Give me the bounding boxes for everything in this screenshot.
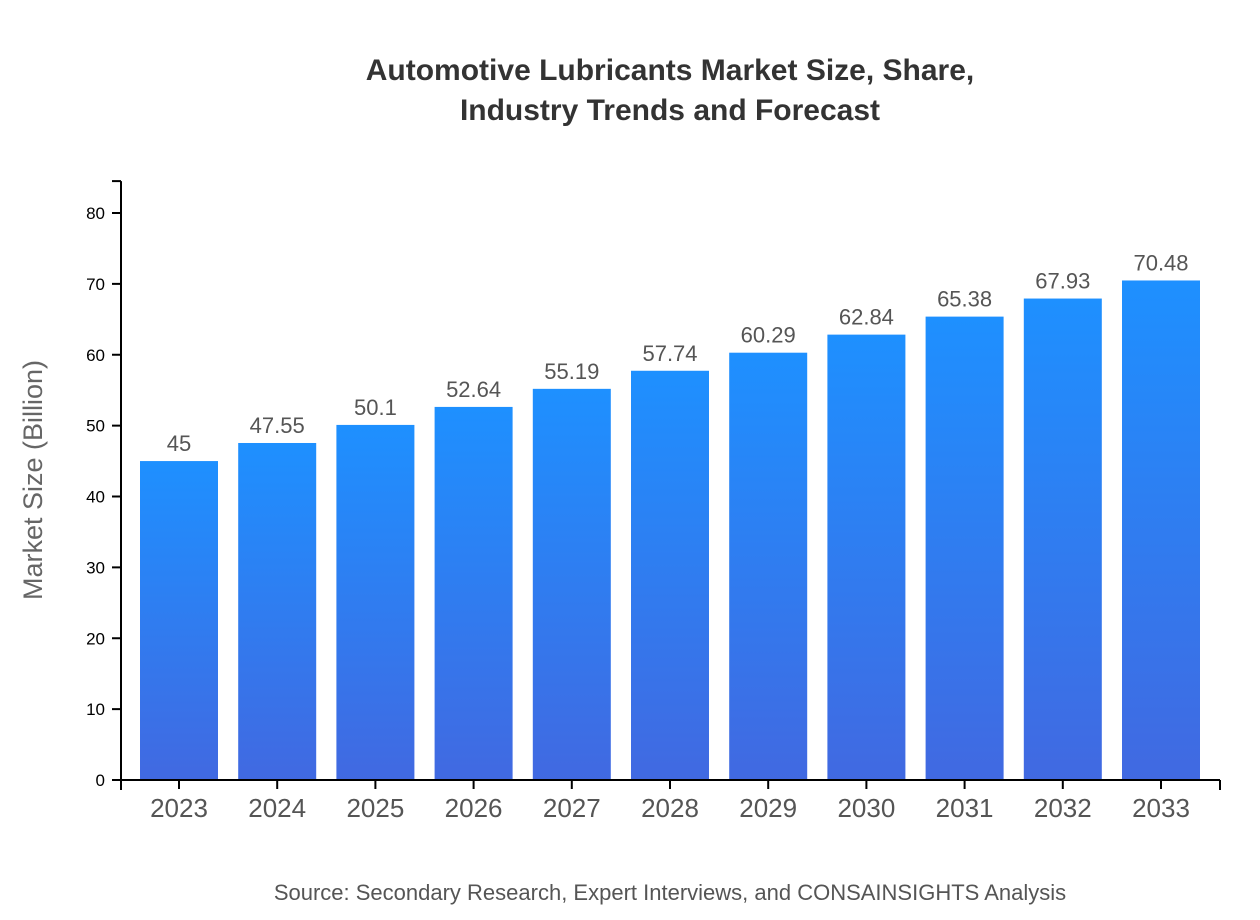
chart-title-line-2: Industry Trends and Forecast [460, 94, 880, 127]
bar-2030 [827, 334, 906, 780]
bar-2031 [925, 316, 1004, 780]
y-tick-label: 60 [86, 346, 105, 365]
data-label-2024: 47.55 [250, 413, 305, 438]
y-tick-label: 70 [86, 275, 105, 294]
bar-2029 [729, 352, 808, 780]
x-tick-label-2026: 2026 [445, 793, 503, 823]
y-tick-label: 10 [86, 700, 105, 719]
y-axis-label: Market Size (Billion) [18, 360, 48, 600]
x-tick-label-2023: 2023 [150, 793, 208, 823]
data-label-2033: 70.48 [1133, 250, 1188, 275]
x-tick-label-2033: 2033 [1132, 793, 1190, 823]
x-tick-label-2027: 2027 [543, 793, 601, 823]
y-tick-label: 50 [86, 417, 105, 436]
y-tick-label: 0 [96, 771, 105, 790]
x-tick-label-2024: 2024 [248, 793, 306, 823]
x-tick-label-2031: 2031 [936, 793, 994, 823]
y-tick-label: 80 [86, 204, 105, 223]
data-label-2031: 65.38 [937, 287, 992, 312]
source-note: Source: Secondary Research, Expert Inter… [274, 880, 1066, 905]
bar-2027 [532, 388, 611, 780]
x-tick-label-2028: 2028 [641, 793, 699, 823]
bar-2026 [434, 406, 513, 780]
y-tick-label: 40 [86, 488, 105, 507]
bar-2032 [1023, 298, 1102, 780]
data-label-2026: 52.64 [446, 377, 501, 402]
data-label-2029: 60.29 [741, 323, 796, 348]
bar-2028 [631, 370, 709, 780]
data-label-2028: 57.74 [642, 341, 697, 366]
chart-title-line-1: Automotive Lubricants Market Size, Share… [366, 54, 974, 87]
x-tick-label-2032: 2032 [1034, 793, 1092, 823]
bar-2033 [1122, 280, 1200, 780]
x-tick-label-2029: 2029 [739, 793, 797, 823]
data-label-2023: 45 [167, 431, 191, 456]
data-label-2025: 50.1 [354, 395, 397, 420]
y-tick-label: 20 [86, 629, 105, 648]
bar-2023 [140, 461, 218, 780]
bar-2025 [336, 424, 415, 780]
x-tick-label-2030: 2030 [837, 793, 895, 823]
bar-2024 [238, 442, 317, 780]
y-tick-label: 30 [86, 558, 105, 577]
data-label-2030: 62.84 [839, 305, 894, 330]
data-label-2032: 67.93 [1035, 269, 1090, 294]
x-tick-label-2025: 2025 [346, 793, 404, 823]
data-label-2027: 55.19 [544, 359, 599, 384]
